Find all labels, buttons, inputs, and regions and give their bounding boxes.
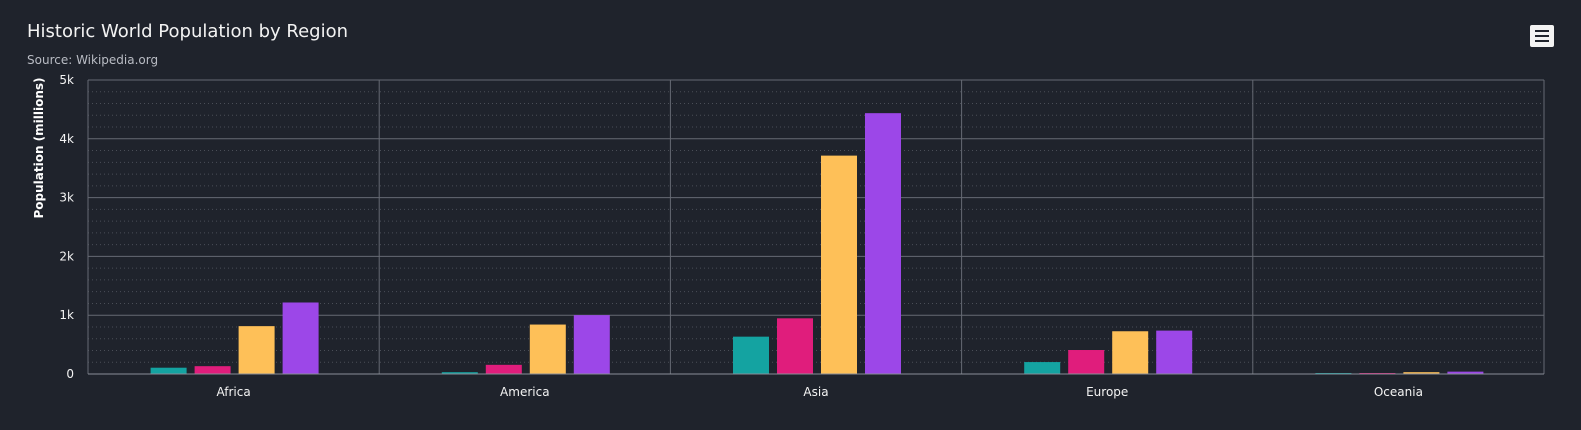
bar-america-series-4 <box>573 315 610 374</box>
axis-layer: 0 1k 2k 3k 4k 5k Africa America Asia Europe Oceani… <box>59 73 1544 399</box>
menu-line <box>1535 40 1549 42</box>
bar-asia-series-2 <box>777 318 813 374</box>
menu-line <box>1535 35 1549 37</box>
bar-africa-series-3 <box>238 326 275 374</box>
bar-america-series-3 <box>529 324 566 374</box>
bar-europe-series-2 <box>1068 350 1105 374</box>
bar-europe-series-3 <box>1112 331 1149 374</box>
bar-europe-series-1 <box>1024 362 1061 374</box>
x-tick-label: Europe <box>1086 385 1128 399</box>
bar-asia-series-1 <box>733 336 769 374</box>
hamburger-menu-icon[interactable] <box>1530 25 1554 47</box>
bar-asia-series-3 <box>821 155 857 374</box>
bar-oceania-series-3 <box>1403 372 1440 374</box>
bar-africa-series-1 <box>150 367 187 374</box>
y-axis-title: Population (millions) <box>32 77 46 218</box>
bar-asia-series-4 <box>865 113 901 374</box>
chart-title: Historic World Population by Region <box>27 21 349 42</box>
x-tick-label: Oceania <box>1374 385 1423 399</box>
chart-subtitle: Source: Wikipedia.org <box>27 53 159 67</box>
bars-layer <box>150 113 1484 374</box>
bar-america-series-1 <box>441 372 478 374</box>
bar-oceania-series-4 <box>1447 371 1484 374</box>
menu-line <box>1535 30 1549 32</box>
bar-america-series-2 <box>485 364 522 374</box>
bar-africa-series-4 <box>282 302 319 374</box>
y-tick-label: 2k <box>59 249 74 263</box>
y-tick-label: 4k <box>59 132 74 146</box>
y-tick-label: 5k <box>59 73 74 87</box>
x-tick-label: Africa <box>216 385 250 399</box>
y-tick-label: 0 <box>66 367 74 381</box>
bar-africa-series-2 <box>194 366 231 374</box>
y-tick-label: 3k <box>59 191 74 205</box>
x-tick-label: America <box>500 385 550 399</box>
x-tick-label: Asia <box>803 385 828 399</box>
y-tick-label: 1k <box>59 308 74 322</box>
bar-europe-series-4 <box>1156 330 1193 374</box>
